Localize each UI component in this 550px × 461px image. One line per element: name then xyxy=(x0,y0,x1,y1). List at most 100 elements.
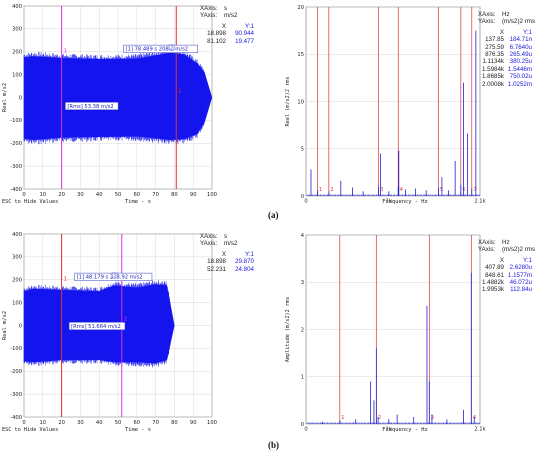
readout-x-value: 52.231 xyxy=(207,265,226,273)
readout-x-value: 407.89 xyxy=(485,264,504,272)
xaxis-unit: Hz xyxy=(502,11,510,18)
xaxis-label: XAxis: xyxy=(200,233,218,240)
readout-row: 1.9953k 112.84u xyxy=(478,286,535,293)
cursor-number: 3 xyxy=(380,187,383,193)
y-tick-label: -200 xyxy=(10,141,22,147)
y-tick-label: 200 xyxy=(12,278,22,284)
readout-row: 1.1134k 380.25u xyxy=(478,58,535,65)
cursor-value-text: [1] 48.179 s 203.92 m/s2 xyxy=(77,275,143,281)
readout-col-x: X xyxy=(499,28,504,36)
y-tick-label: 0 xyxy=(19,323,22,329)
cursor-value-frame xyxy=(123,44,199,53)
y-tick-label: 300 xyxy=(12,255,22,261)
cursor-number: 1 xyxy=(64,277,68,283)
y-tick-label: 300 xyxy=(12,27,22,33)
y-tick-label: 400 xyxy=(12,4,22,10)
y-tick-label: 20 xyxy=(297,5,304,11)
caption-b: (b) xyxy=(268,440,279,450)
x-tick-label: 100 xyxy=(207,192,217,198)
readout-y-value: 19.477 xyxy=(235,37,254,45)
time-plot-a[interactable]: 0 10 20 30 40 50 60 70 80 90 100 -400 -300 -200 -100 0 1… xyxy=(0,0,270,205)
cursor-marker-label: 3 xyxy=(170,45,173,50)
readout-x-value: 1.5984k xyxy=(481,65,504,73)
y-axis-label: Real (m/s2)2 rms xyxy=(285,77,291,127)
y-tick-label: -100 xyxy=(10,346,22,352)
rms-text: [Rms] 51.664 m/s2 xyxy=(71,324,121,330)
y-tick-label: 15 xyxy=(297,52,304,58)
yaxis-label: YAxis: xyxy=(200,12,218,20)
esc-hint: ESC to Hide Values xyxy=(2,199,58,205)
x-tick-label: 90 xyxy=(190,192,197,198)
cursor-marker xyxy=(111,272,118,279)
signal-trace xyxy=(23,48,205,145)
cursor-number: 2 xyxy=(178,89,182,95)
xaxis-label: XAxis: xyxy=(478,239,496,246)
x-tick-label: 1k xyxy=(386,427,392,433)
yaxis-label: YAxis: xyxy=(478,246,496,254)
cursor-number: 2 xyxy=(124,317,128,323)
y-tick-label: 0 xyxy=(19,95,22,101)
x-tick-label: 100 xyxy=(207,420,217,426)
readout-x-value: 1.1134k xyxy=(482,58,504,66)
y-tick-label: 2 xyxy=(301,327,304,333)
x-tick-label: 0 xyxy=(22,192,25,198)
y-axis-label: Real m/s2 xyxy=(2,83,8,112)
caption-a: (a) xyxy=(268,210,279,220)
time-plot-b[interactable]: 0 10 20 30 40 50 60 70 80 90 100 -400 -300 -200 -100 0 1… xyxy=(0,228,270,433)
readout-x-value: 848.61 xyxy=(485,271,504,279)
x-tick-label: 20 xyxy=(58,420,65,426)
x-tick-label: 0 xyxy=(304,199,307,205)
x-tick-label: 10 xyxy=(39,192,46,198)
cursor-marker-label: 3 xyxy=(113,273,116,278)
x-tick-label: 40 xyxy=(96,420,103,426)
yaxis-label: YAxis: xyxy=(478,18,496,26)
y-tick-label: 5 xyxy=(301,147,304,153)
cursor-number: 3 xyxy=(431,415,434,421)
y-tick-label: -400 xyxy=(10,415,22,421)
cursor-number: 1 xyxy=(341,415,344,421)
cursor-number: 2 xyxy=(330,187,333,193)
x-tick-label: 70 xyxy=(152,420,159,426)
y-tick-label: 1 xyxy=(301,375,304,381)
readout-y-value: 1.5446m xyxy=(507,65,532,73)
readout-y-value: 46.072u xyxy=(509,279,532,287)
rms-frame xyxy=(65,102,119,111)
readout-x-value: 81.102 xyxy=(207,37,226,45)
y-tick-label: -100 xyxy=(10,118,22,124)
readout-row: 18.898 90.944 xyxy=(200,30,254,37)
readout-x-value: 1.9953k xyxy=(481,286,504,294)
x-axis-label: Time - s xyxy=(125,427,151,433)
readout-col-x: X xyxy=(499,256,504,264)
x-tick-label: 2.1k xyxy=(474,199,485,205)
readout-row: 275.59 6.7640u xyxy=(478,44,535,51)
y-axis-label: Amplitude (m/s2)2 rms xyxy=(285,297,291,363)
y-tick-label: 100 xyxy=(12,300,22,306)
cursor-number: 6 xyxy=(462,187,465,193)
readout-x-value: 137.85 xyxy=(485,36,504,44)
readout-col-y: Y:1 xyxy=(245,250,254,258)
y-tick-label: -300 xyxy=(10,164,22,170)
x-tick-label: 10 xyxy=(39,420,46,426)
y-tick-label: 200 xyxy=(12,50,22,56)
readout-col-y: Y:1 xyxy=(245,22,254,30)
x-tick-label: 70 xyxy=(152,192,159,198)
y-tick-label: 0 xyxy=(301,422,304,428)
y-tick-label: 400 xyxy=(12,232,22,238)
x-tick-label: 1k xyxy=(386,199,392,205)
xaxis-label: XAxis: xyxy=(200,5,218,12)
esc-hint: ESC to Hide Values xyxy=(2,427,58,433)
cursor-marker xyxy=(168,44,175,51)
readout-b-spec: XAxis: Hz YAxis: (m/s2)2 rms X Y:1 407.89 2.628… xyxy=(478,239,535,294)
rms-box: [Rms] 51.664 m/s2 xyxy=(68,322,126,331)
x-tick-label: 80 xyxy=(171,420,178,426)
x-tick-label: 50 xyxy=(115,192,122,198)
readout-row: 876.35 265.49u xyxy=(478,51,535,58)
readout-row: 2.0008k 1.0252m xyxy=(478,81,535,88)
y-tick-label: -400 xyxy=(10,187,22,193)
panel-a-time: 0 10 20 30 40 50 60 70 80 90 100 -400 -300 -200 -100 0 1… xyxy=(0,0,270,205)
readout-row: 52.231 24.804 xyxy=(200,266,254,273)
